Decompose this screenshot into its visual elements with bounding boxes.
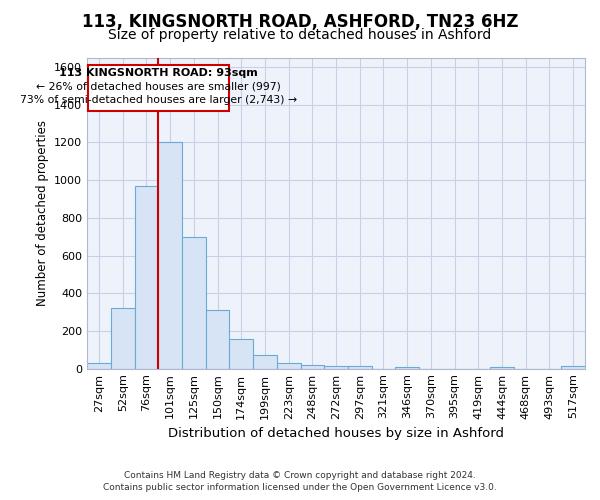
Text: 113 KINGSNORTH ROAD: 93sqm: 113 KINGSNORTH ROAD: 93sqm: [59, 68, 257, 78]
Bar: [253, 354, 277, 368]
Bar: [229, 340, 253, 368]
Text: 113, KINGSNORTH ROAD, ASHFORD, TN23 6HZ: 113, KINGSNORTH ROAD, ASHFORD, TN23 6HZ: [82, 12, 518, 30]
Bar: [206, 310, 229, 368]
Text: ← 26% of detached houses are smaller (997): ← 26% of detached houses are smaller (99…: [36, 82, 281, 92]
Text: Contains HM Land Registry data © Crown copyright and database right 2024.
Contai: Contains HM Land Registry data © Crown c…: [103, 471, 497, 492]
Bar: [87, 363, 111, 368]
Bar: [348, 366, 371, 368]
X-axis label: Distribution of detached houses by size in Ashford: Distribution of detached houses by size …: [168, 427, 504, 440]
Bar: [134, 186, 158, 368]
Bar: [182, 236, 206, 368]
FancyBboxPatch shape: [88, 65, 229, 111]
Bar: [111, 308, 134, 368]
Bar: [158, 142, 182, 368]
Bar: [490, 367, 514, 368]
Text: 73% of semi-detached houses are larger (2,743) →: 73% of semi-detached houses are larger (…: [20, 94, 297, 104]
Y-axis label: Number of detached properties: Number of detached properties: [35, 120, 49, 306]
Text: Size of property relative to detached houses in Ashford: Size of property relative to detached ho…: [109, 28, 491, 42]
Bar: [395, 367, 419, 368]
Bar: [277, 363, 301, 368]
Bar: [324, 366, 348, 368]
Bar: [561, 366, 585, 368]
Bar: [301, 365, 324, 368]
